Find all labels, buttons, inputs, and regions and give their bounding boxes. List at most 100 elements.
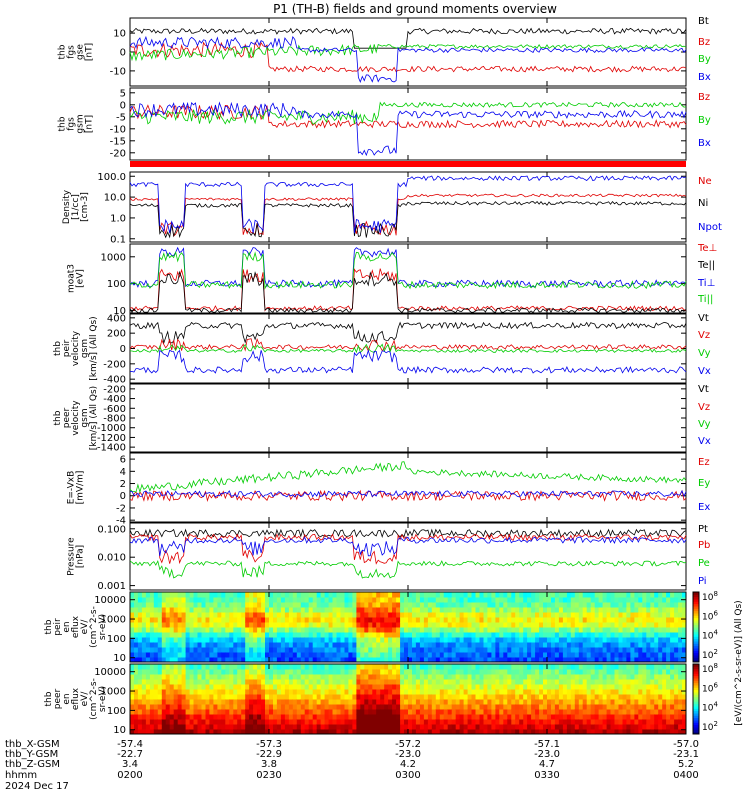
peir-eflux-pixel (507, 652, 512, 658)
peer-eflux-pixel (173, 714, 179, 720)
peer-eflux-pixel (368, 714, 373, 720)
peir-eflux-pixel (308, 592, 314, 598)
peer-eflux-pixel (662, 689, 667, 695)
peir-eflux-pixel (320, 652, 326, 658)
peer-eflux-ylabel-line: eflux (71, 687, 81, 710)
peer-eflux-pixel (431, 669, 437, 675)
peer-eflux-pixel (225, 714, 230, 720)
peer-eflux-pixel (666, 684, 671, 690)
peer-eflux-pixel (189, 714, 195, 720)
peir-eflux-pixel (193, 637, 198, 643)
peer-eflux-pixel (551, 724, 556, 730)
peir-eflux-pixel (352, 607, 357, 613)
peir-eflux-pixel (396, 632, 401, 638)
peir-eflux-pixel (459, 602, 465, 608)
peir-eflux-pixel (598, 607, 604, 613)
peir-eflux-pixel (296, 602, 302, 608)
peer-eflux-pixel (511, 714, 516, 720)
peer-eflux-pixel (141, 729, 147, 735)
peer-eflux-pixel (543, 679, 548, 685)
peer-eflux-pixel (598, 669, 604, 675)
peir-eflux-pixel (284, 602, 290, 608)
peer-eflux-pixel (372, 699, 377, 705)
peer-eflux-pixel (626, 674, 631, 680)
peer-eflux-pixel (352, 704, 357, 710)
peer-eflux-pixel (185, 689, 191, 695)
peer-eflux-pixel (249, 724, 254, 730)
peir-eflux-pixel (213, 597, 218, 603)
peir-eflux-pixel (316, 622, 322, 628)
peir-eflux-pixel (455, 622, 461, 628)
peer-eflux-pixel (412, 704, 417, 710)
peer-eflux-pixel (185, 729, 191, 735)
efield-ytick-label: -4 (116, 516, 126, 527)
peir-eflux-pixel (245, 647, 250, 653)
peer-eflux-pixel (658, 674, 663, 680)
peer-eflux-pixel (300, 719, 306, 725)
peir-eflux-pixel (392, 617, 397, 623)
peir-eflux-pixel (261, 627, 266, 633)
peir-eflux-pixel (551, 602, 556, 608)
peer-eflux-pixel (304, 684, 310, 690)
peir-eflux-pixel (427, 657, 433, 663)
peir-eflux-pixel (384, 657, 389, 663)
peer-eflux-pixel (495, 669, 500, 675)
peer-eflux-pixel (467, 704, 473, 710)
peir-eflux-pixel (177, 642, 183, 648)
peer-eflux-pixel (181, 679, 187, 685)
peer-eflux-pixel (316, 669, 322, 675)
peir-eflux-pixel (483, 657, 488, 663)
peir-eflux-pixel (245, 617, 250, 623)
xaxis-tick-y: -23.1 (673, 749, 699, 760)
fgs-gse-ytick-label: -10 (110, 66, 126, 77)
peir-eflux-pixel (149, 622, 155, 628)
peer-eflux-pixel (257, 719, 262, 725)
peer-eflux-pixel (316, 684, 322, 690)
peir-eflux-pixel (666, 602, 671, 608)
peir-eflux-pixel (273, 602, 278, 608)
peer-eflux-pixel (427, 719, 433, 725)
peir-eflux-pixel (626, 652, 631, 658)
pressure-legend-pb: Pb (698, 540, 710, 551)
peir-eflux-pixel (201, 627, 206, 633)
peer-eflux-pixel (169, 664, 175, 670)
peer-eflux-pixel (551, 729, 556, 735)
peer-eflux-pixel (543, 689, 548, 695)
peir-eflux-pixel (435, 657, 441, 663)
peir-eflux-pixel (245, 607, 250, 613)
peer-eflux-pixel (610, 714, 615, 720)
peir-eflux-pixel (483, 632, 488, 638)
peer-eflux-pixel (233, 699, 238, 705)
peer-eflux-pixel (646, 694, 651, 700)
peer-eflux-pixel (630, 694, 635, 700)
peer-eflux-pixel (527, 724, 532, 730)
peer-eflux-pixel (515, 694, 520, 700)
peir-eflux-pixel (491, 632, 496, 638)
peer-eflux-pixel (165, 694, 171, 700)
peir-eflux-pixel (324, 612, 330, 618)
peir-eflux-pixel (638, 647, 643, 653)
peer-eflux-pixel (674, 699, 679, 705)
peer-eflux-pixel (145, 674, 151, 680)
peir-eflux-pixel (177, 637, 183, 643)
peer-eflux-pixel (566, 714, 572, 720)
peir-eflux-pixel (590, 617, 596, 623)
peir-eflux-pixel (181, 642, 187, 648)
pressure-panel-frame (129, 522, 687, 591)
peer-eflux-pixel (570, 724, 576, 730)
peer-eflux-pixel (165, 684, 171, 690)
peer-eflux-pixel (352, 709, 357, 715)
peir-eflux-pixel (586, 602, 592, 608)
peir-eflux-pixel (515, 647, 520, 653)
peir-eflux-pixel (225, 592, 230, 598)
peir-eflux-pixel (332, 607, 337, 613)
peer-eflux-pixel (467, 669, 473, 675)
peir-eflux-pixel (173, 632, 179, 638)
peir-eflux-pixel (364, 657, 369, 663)
peir-eflux-pixel (332, 632, 337, 638)
peir-eflux-pixel (324, 617, 330, 623)
peer-eflux-pixel (447, 694, 453, 700)
peir-eflux-pixel (519, 632, 524, 638)
peer-eflux-pixel (185, 669, 191, 675)
peir-eflux-pixel (590, 652, 596, 658)
